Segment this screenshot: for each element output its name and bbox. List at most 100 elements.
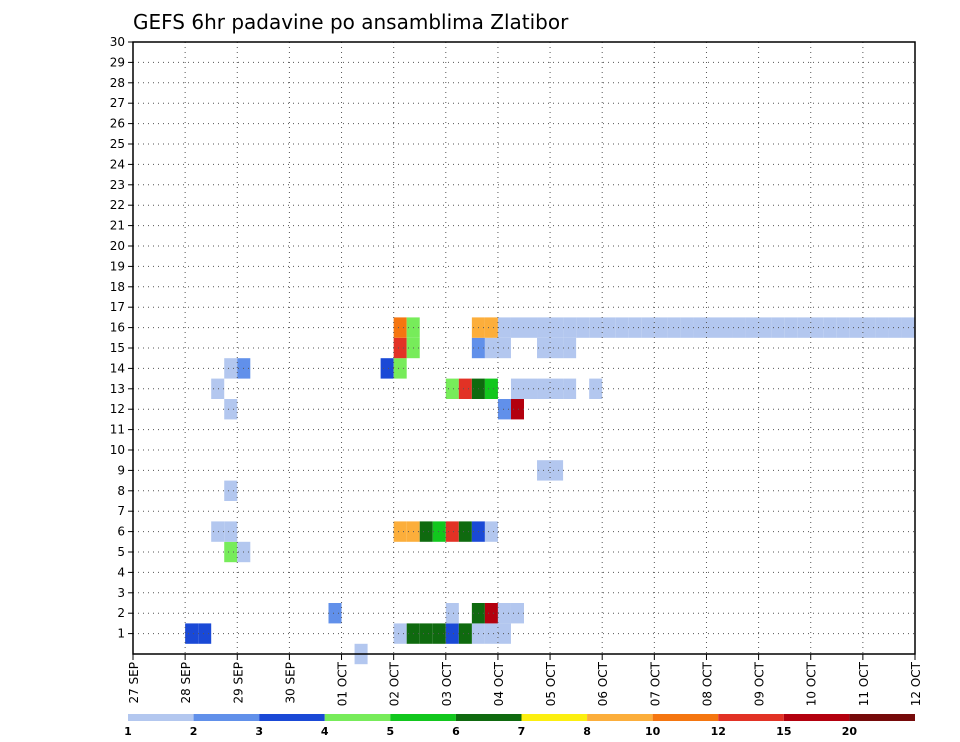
colorbar-swatch xyxy=(324,714,391,721)
precip-cell xyxy=(589,317,603,338)
y-tick-label: 26 xyxy=(110,117,125,131)
precip-cell xyxy=(745,317,759,338)
precip-cell xyxy=(380,358,394,379)
precip-cell xyxy=(615,317,629,338)
x-tick-label: 09 OCT xyxy=(753,661,767,706)
colorbar-swatch xyxy=(259,714,325,721)
y-tick-label: 11 xyxy=(110,423,125,437)
precip-cell xyxy=(224,399,238,420)
precip-cell xyxy=(550,460,564,481)
plot-frame xyxy=(132,41,916,655)
precip-cell xyxy=(641,317,655,338)
precip-cell xyxy=(550,378,564,399)
x-tick-label: 29 SEP xyxy=(231,662,245,704)
precip-cell xyxy=(458,378,472,399)
x-tick-label: 03 OCT xyxy=(440,661,454,706)
precip-cell xyxy=(550,317,564,338)
colorbar-swatch xyxy=(849,714,915,721)
chart-title: GEFS 6hr padavine po ansamblima Zlatibor xyxy=(133,10,569,34)
precip-cell xyxy=(823,317,837,338)
x-tick-label: 05 OCT xyxy=(544,661,558,706)
y-tick-label: 23 xyxy=(110,178,125,192)
y-tick-label: 13 xyxy=(110,382,125,396)
y-tick-label: 30 xyxy=(110,35,125,49)
precip-cell xyxy=(654,317,668,338)
precip-cell xyxy=(510,317,524,338)
precip-cell xyxy=(706,317,720,338)
x-tick-label: 11 OCT xyxy=(857,661,871,706)
y-tick-label: 18 xyxy=(110,280,125,294)
precip-cell xyxy=(393,358,407,379)
x-tick-label: 07 OCT xyxy=(648,661,662,706)
colorbar-swatch xyxy=(455,714,522,721)
precip-cell xyxy=(888,317,902,338)
precip-cell xyxy=(432,521,446,542)
colorbar-label: 1 xyxy=(124,725,132,738)
colorbar-label: 10 xyxy=(645,725,661,738)
precip-cell xyxy=(497,623,511,644)
y-tick-label: 4 xyxy=(117,565,125,579)
precip-cell xyxy=(484,521,498,542)
precip-cell xyxy=(680,317,694,338)
y-tick-label: 17 xyxy=(110,300,125,314)
precip-cell xyxy=(484,623,498,644)
precip-cell xyxy=(550,337,564,359)
colorbar-label: 7 xyxy=(518,725,526,738)
y-tick-label: 2 xyxy=(117,606,125,620)
y-tick-label: 9 xyxy=(117,463,125,477)
precip-cell xyxy=(524,317,538,338)
y-tick-label: 21 xyxy=(110,219,125,233)
x-tick-label: 06 OCT xyxy=(596,661,610,706)
precip-cell xyxy=(563,378,577,399)
y-tick-label: 6 xyxy=(117,525,125,539)
y-axis: 1234567891011121314151617181920212223242… xyxy=(110,35,133,641)
precip-cell xyxy=(576,317,590,338)
precip-cell xyxy=(432,623,446,644)
precip-cell xyxy=(393,623,407,644)
y-tick-label: 20 xyxy=(110,239,125,253)
precip-cell xyxy=(393,317,407,338)
y-tick-label: 24 xyxy=(110,157,125,171)
x-tick-label: 10 OCT xyxy=(805,661,819,706)
y-tick-label: 1 xyxy=(117,627,125,641)
x-tick-label: 30 SEP xyxy=(283,662,297,704)
x-tick-label: 02 OCT xyxy=(388,661,402,706)
colorbar-label: 5 xyxy=(387,725,395,738)
precip-cell xyxy=(849,317,863,338)
precip-cell xyxy=(419,623,433,644)
x-tick-label: 08 OCT xyxy=(700,661,714,706)
precip-cell xyxy=(328,603,342,624)
precip-cell xyxy=(510,378,524,399)
x-tick-label: 12 OCT xyxy=(909,661,923,706)
colorbar-swatch xyxy=(783,714,850,721)
y-tick-label: 28 xyxy=(110,76,125,90)
colorbar-label: 4 xyxy=(321,725,329,738)
precip-cell xyxy=(224,358,238,379)
precip-cell xyxy=(484,603,498,624)
precip-cell xyxy=(484,317,498,338)
colorbar-label: 12 xyxy=(711,725,726,738)
colorbar-swatch xyxy=(718,714,784,721)
colorbar-swatch xyxy=(652,714,719,721)
y-tick-label: 7 xyxy=(117,504,125,518)
y-tick-label: 29 xyxy=(110,55,125,69)
colorbar-swatch xyxy=(587,714,653,721)
precip-cell xyxy=(497,317,511,338)
precip-cell xyxy=(758,317,772,338)
precip-cell xyxy=(563,337,577,359)
colorbar-swatch xyxy=(390,714,456,721)
precip-cell xyxy=(862,317,876,338)
precip-cell xyxy=(784,317,798,338)
precip-cell xyxy=(510,399,524,420)
precip-cell xyxy=(497,399,511,420)
colorbar-label: 8 xyxy=(583,725,591,738)
precip-cell xyxy=(211,521,225,542)
y-tick-label: 12 xyxy=(110,402,125,416)
precip-cell xyxy=(524,378,538,399)
colorbar-label: 15 xyxy=(776,725,791,738)
precip-cell xyxy=(458,521,472,542)
x-tick-label: 01 OCT xyxy=(336,661,350,706)
precip-cell xyxy=(445,378,459,399)
precip-cell xyxy=(211,378,225,399)
